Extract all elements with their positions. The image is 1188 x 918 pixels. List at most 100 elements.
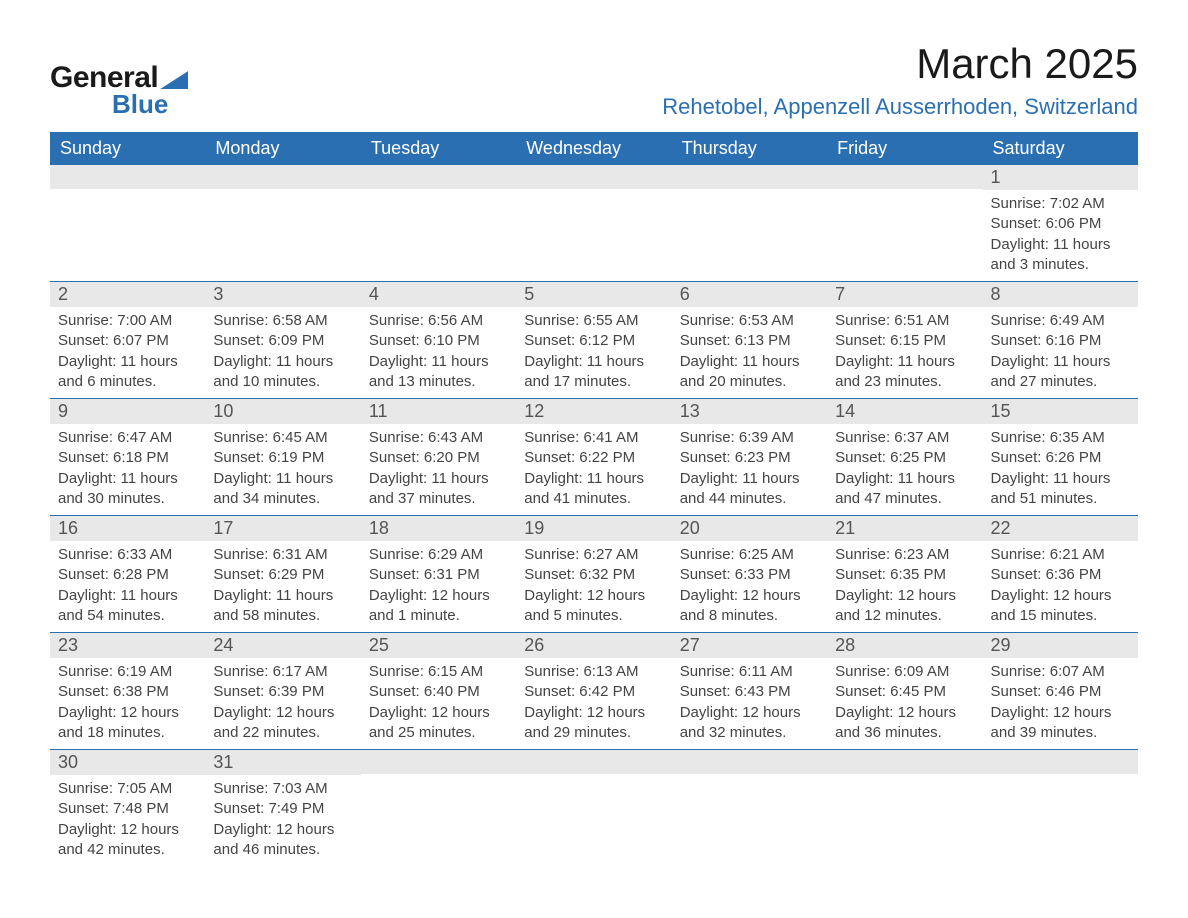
- daylight-line-2: and 1 minute.: [369, 606, 508, 626]
- calendar-cell: 5Sunrise: 6:55 AMSunset: 6:12 PMDaylight…: [516, 282, 671, 399]
- sunset-line: Sunset: 6:36 PM: [991, 565, 1130, 585]
- day-body: [672, 189, 827, 259]
- daylight-line-2: and 41 minutes.: [524, 489, 663, 509]
- sunset-line: Sunset: 6:16 PM: [991, 331, 1130, 351]
- sunrise-line: Sunrise: 7:05 AM: [58, 779, 197, 799]
- sunset-line: Sunset: 6:33 PM: [680, 565, 819, 585]
- sunset-line: Sunset: 6:23 PM: [680, 448, 819, 468]
- day-body: Sunrise: 6:23 AMSunset: 6:35 PMDaylight:…: [827, 541, 982, 632]
- day-number: [827, 750, 982, 774]
- sunrise-line: Sunrise: 6:19 AM: [58, 662, 197, 682]
- day-body: Sunrise: 6:43 AMSunset: 6:20 PMDaylight:…: [361, 424, 516, 515]
- calendar-cell: 4Sunrise: 6:56 AMSunset: 6:10 PMDaylight…: [361, 282, 516, 399]
- day-number: [50, 165, 205, 189]
- daylight-line-1: Daylight: 11 hours: [213, 352, 352, 372]
- daylight-line-2: and 13 minutes.: [369, 372, 508, 392]
- sunrise-line: Sunrise: 6:41 AM: [524, 428, 663, 448]
- day-body: Sunrise: 6:45 AMSunset: 6:19 PMDaylight:…: [205, 424, 360, 515]
- day-header: Tuesday: [361, 132, 516, 165]
- calendar-cell: 16Sunrise: 6:33 AMSunset: 6:28 PMDayligh…: [50, 516, 205, 633]
- day-body: Sunrise: 7:05 AMSunset: 7:48 PMDaylight:…: [50, 775, 205, 866]
- sunrise-line: Sunrise: 6:37 AM: [835, 428, 974, 448]
- sunrise-line: Sunrise: 6:17 AM: [213, 662, 352, 682]
- sunset-line: Sunset: 6:38 PM: [58, 682, 197, 702]
- calendar-cell: 2Sunrise: 7:00 AMSunset: 6:07 PMDaylight…: [50, 282, 205, 399]
- daylight-line-1: Daylight: 12 hours: [524, 703, 663, 723]
- calendar-cell: [361, 165, 516, 282]
- daylight-line-1: Daylight: 11 hours: [213, 469, 352, 489]
- daylight-line-1: Daylight: 11 hours: [991, 352, 1130, 372]
- day-body: Sunrise: 6:37 AMSunset: 6:25 PMDaylight:…: [827, 424, 982, 515]
- sunrise-line: Sunrise: 6:07 AM: [991, 662, 1130, 682]
- daylight-line-1: Daylight: 11 hours: [991, 235, 1130, 255]
- day-number: 12: [516, 399, 671, 424]
- calendar-body: 1Sunrise: 7:02 AMSunset: 6:06 PMDaylight…: [50, 165, 1138, 866]
- sunset-line: Sunset: 6:07 PM: [58, 331, 197, 351]
- daylight-line-1: Daylight: 11 hours: [835, 352, 974, 372]
- daylight-line-1: Daylight: 12 hours: [213, 820, 352, 840]
- daylight-line-2: and 37 minutes.: [369, 489, 508, 509]
- day-body: [361, 189, 516, 259]
- daylight-line-2: and 12 minutes.: [835, 606, 974, 626]
- calendar-cell: 3Sunrise: 6:58 AMSunset: 6:09 PMDaylight…: [205, 282, 360, 399]
- day-body: [827, 774, 982, 844]
- day-number: 28: [827, 633, 982, 658]
- calendar-cell: 18Sunrise: 6:29 AMSunset: 6:31 PMDayligh…: [361, 516, 516, 633]
- calendar-cell: [205, 165, 360, 282]
- day-body: Sunrise: 6:39 AMSunset: 6:23 PMDaylight:…: [672, 424, 827, 515]
- daylight-line-1: Daylight: 11 hours: [213, 586, 352, 606]
- calendar-week-row: 1Sunrise: 7:02 AMSunset: 6:06 PMDaylight…: [50, 165, 1138, 282]
- month-title: March 2025: [662, 40, 1138, 88]
- calendar-cell: 25Sunrise: 6:15 AMSunset: 6:40 PMDayligh…: [361, 633, 516, 750]
- sunset-line: Sunset: 6:28 PM: [58, 565, 197, 585]
- day-number: 17: [205, 516, 360, 541]
- day-number: 14: [827, 399, 982, 424]
- day-body: Sunrise: 6:13 AMSunset: 6:42 PMDaylight:…: [516, 658, 671, 749]
- day-body: Sunrise: 6:21 AMSunset: 6:36 PMDaylight:…: [983, 541, 1138, 632]
- day-body: [516, 189, 671, 259]
- day-body: Sunrise: 6:19 AMSunset: 6:38 PMDaylight:…: [50, 658, 205, 749]
- location-subtitle: Rehetobel, Appenzell Ausserrhoden, Switz…: [662, 94, 1138, 120]
- daylight-line-1: Daylight: 12 hours: [835, 703, 974, 723]
- calendar-cell: 7Sunrise: 6:51 AMSunset: 6:15 PMDaylight…: [827, 282, 982, 399]
- daylight-line-1: Daylight: 12 hours: [58, 703, 197, 723]
- daylight-line-1: Daylight: 11 hours: [991, 469, 1130, 489]
- day-header: Saturday: [983, 132, 1138, 165]
- sunrise-line: Sunrise: 6:25 AM: [680, 545, 819, 565]
- day-number: 13: [672, 399, 827, 424]
- day-body: Sunrise: 6:47 AMSunset: 6:18 PMDaylight:…: [50, 424, 205, 515]
- day-body: Sunrise: 7:03 AMSunset: 7:49 PMDaylight:…: [205, 775, 360, 866]
- day-header: Friday: [827, 132, 982, 165]
- daylight-line-1: Daylight: 12 hours: [991, 703, 1130, 723]
- calendar-cell: 8Sunrise: 6:49 AMSunset: 6:16 PMDaylight…: [983, 282, 1138, 399]
- calendar-week-row: 23Sunrise: 6:19 AMSunset: 6:38 PMDayligh…: [50, 633, 1138, 750]
- day-number: 19: [516, 516, 671, 541]
- day-body: Sunrise: 6:11 AMSunset: 6:43 PMDaylight:…: [672, 658, 827, 749]
- daylight-line-1: Daylight: 11 hours: [58, 352, 197, 372]
- title-block: March 2025 Rehetobel, Appenzell Ausserrh…: [662, 40, 1138, 120]
- calendar-cell: [827, 750, 982, 867]
- day-body: Sunrise: 6:51 AMSunset: 6:15 PMDaylight:…: [827, 307, 982, 398]
- daylight-line-1: Daylight: 11 hours: [369, 469, 508, 489]
- day-body: [50, 189, 205, 259]
- sunset-line: Sunset: 6:19 PM: [213, 448, 352, 468]
- sunset-line: Sunset: 6:10 PM: [369, 331, 508, 351]
- sunset-line: Sunset: 6:45 PM: [835, 682, 974, 702]
- day-number: 23: [50, 633, 205, 658]
- daylight-line-2: and 42 minutes.: [58, 840, 197, 860]
- daylight-line-1: Daylight: 12 hours: [213, 703, 352, 723]
- day-number: 21: [827, 516, 982, 541]
- sunrise-line: Sunrise: 6:53 AM: [680, 311, 819, 331]
- day-header: Thursday: [672, 132, 827, 165]
- sunset-line: Sunset: 6:43 PM: [680, 682, 819, 702]
- calendar-cell: 22Sunrise: 6:21 AMSunset: 6:36 PMDayligh…: [983, 516, 1138, 633]
- day-body: Sunrise: 6:31 AMSunset: 6:29 PMDaylight:…: [205, 541, 360, 632]
- day-body: Sunrise: 6:25 AMSunset: 6:33 PMDaylight:…: [672, 541, 827, 632]
- day-number: 29: [983, 633, 1138, 658]
- daylight-line-1: Daylight: 12 hours: [680, 703, 819, 723]
- calendar-cell: 20Sunrise: 6:25 AMSunset: 6:33 PMDayligh…: [672, 516, 827, 633]
- sunset-line: Sunset: 6:35 PM: [835, 565, 974, 585]
- calendar-cell: [516, 165, 671, 282]
- calendar-cell: 15Sunrise: 6:35 AMSunset: 6:26 PMDayligh…: [983, 399, 1138, 516]
- sunrise-line: Sunrise: 6:29 AM: [369, 545, 508, 565]
